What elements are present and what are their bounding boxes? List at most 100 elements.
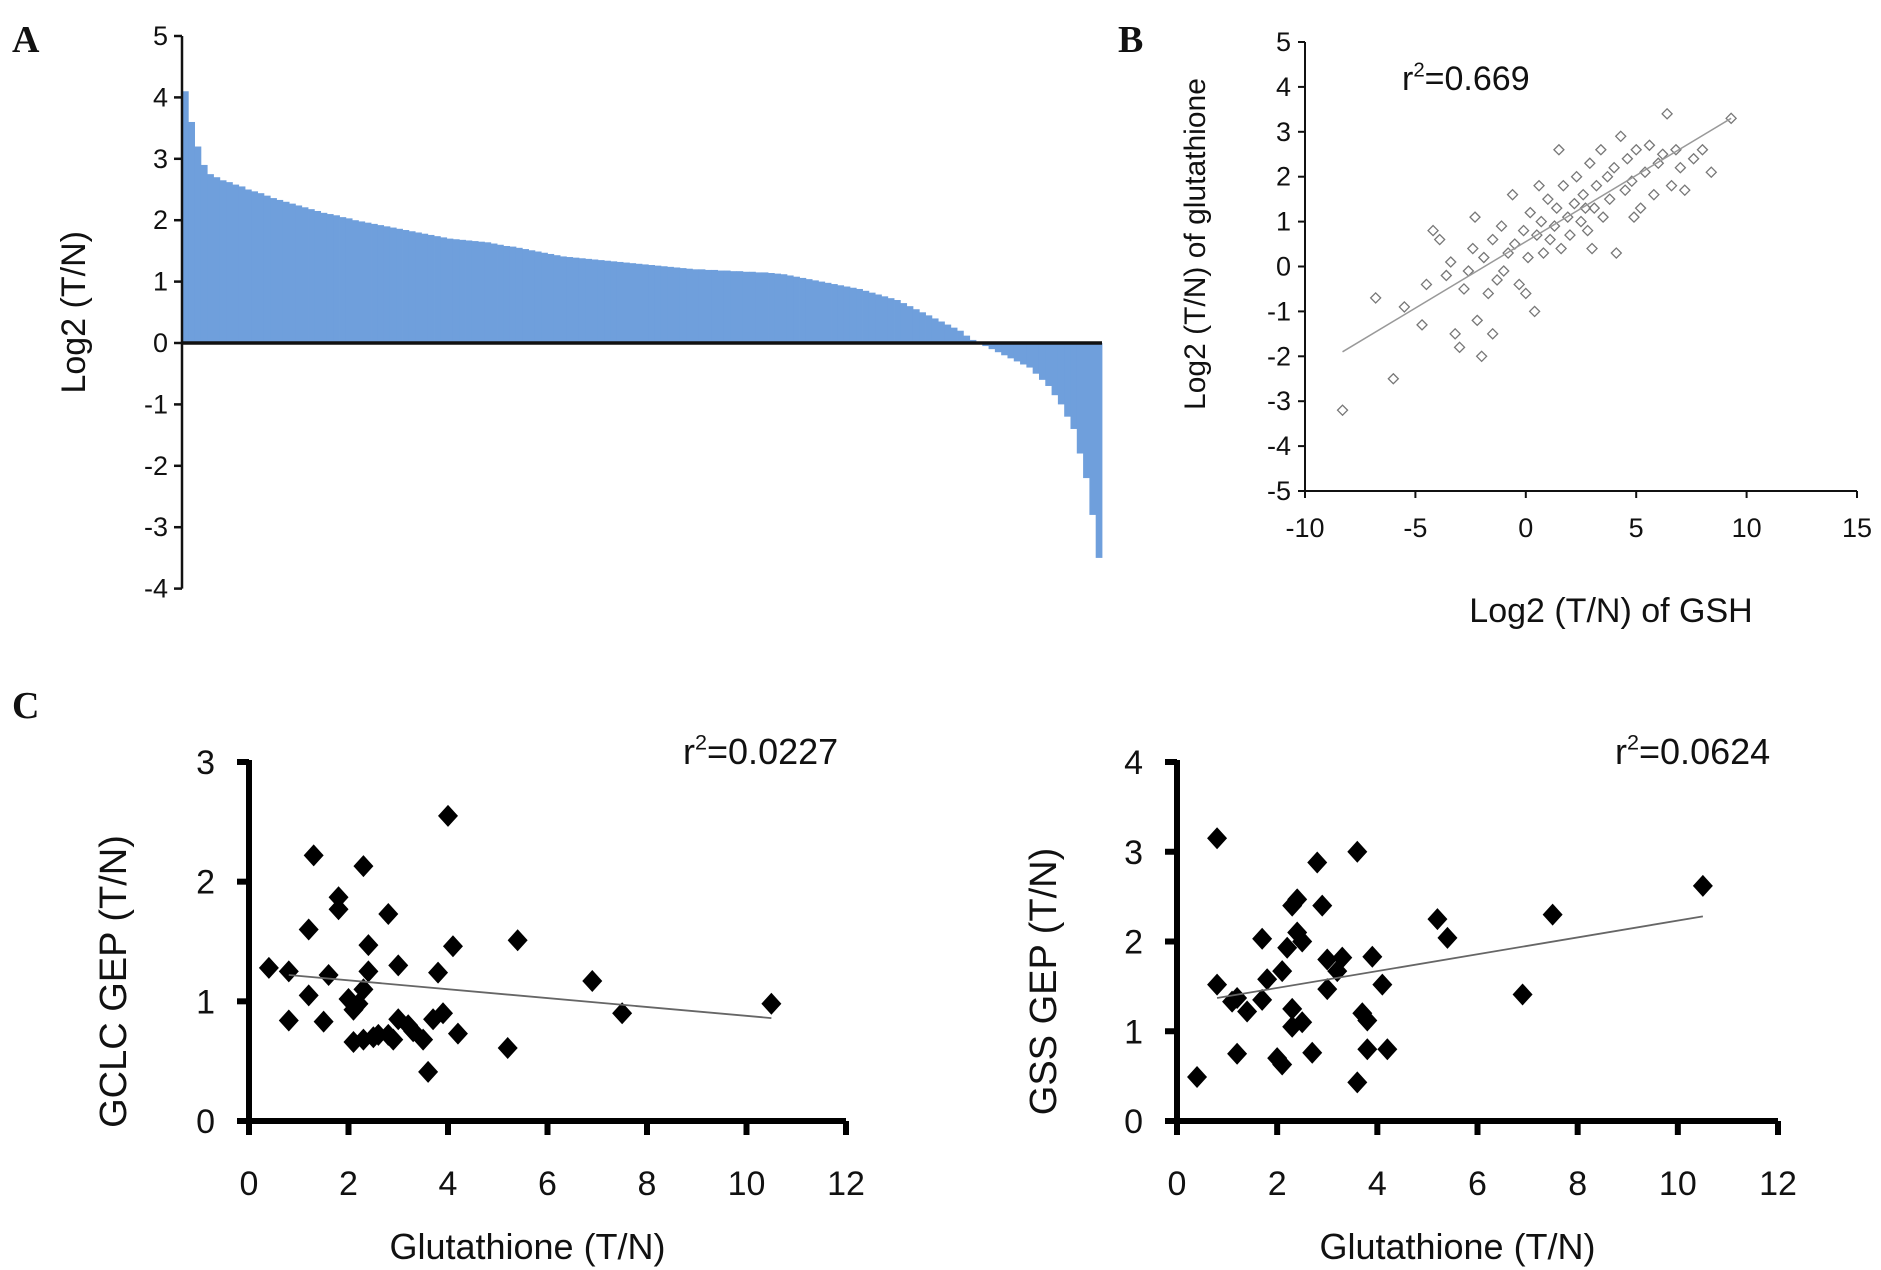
bar — [566, 257, 574, 343]
bar — [642, 264, 649, 343]
data-point — [1377, 1038, 1398, 1061]
y-tick-label: 2 — [196, 864, 215, 902]
data-point — [303, 844, 324, 867]
bar — [541, 252, 548, 343]
y-tick-label: 1 — [1276, 207, 1291, 237]
data-point — [1603, 193, 1616, 206]
data-point — [1257, 968, 1278, 991]
y-tick-label: 1 — [153, 267, 168, 297]
bar — [673, 267, 681, 343]
data-point — [442, 935, 463, 958]
data-point — [1524, 206, 1537, 219]
bar — [1083, 343, 1090, 479]
bar — [894, 300, 901, 343]
y-tick-label: -4 — [144, 574, 168, 604]
data-point — [1332, 946, 1353, 969]
x-tick-label: 12 — [1759, 1165, 1797, 1203]
data-point — [1495, 220, 1508, 233]
y-axis-label: GCLC GEP (T/N) — [93, 835, 135, 1128]
data-point — [258, 956, 279, 979]
data-point — [1497, 265, 1510, 277]
bar — [793, 276, 800, 343]
bar — [761, 272, 769, 343]
data-point — [1416, 318, 1428, 331]
chart-a-bar: 5 4 3 2 1 0 -1 -2 -3 -4 Log2 (T/N) — [55, 21, 1103, 604]
data-point — [1347, 840, 1368, 863]
bar — [497, 244, 504, 343]
data-point — [1519, 287, 1532, 300]
x-tick-label: 8 — [638, 1165, 657, 1203]
data-point — [1634, 202, 1647, 215]
bar — [515, 247, 523, 343]
bar — [591, 259, 599, 343]
data-point — [1581, 224, 1594, 237]
bar — [786, 275, 794, 343]
bar — [1051, 343, 1059, 396]
bar — [415, 232, 422, 343]
data-point — [1466, 242, 1479, 255]
data-point — [1292, 1011, 1313, 1034]
bar — [333, 215, 340, 343]
data-point — [1583, 157, 1596, 170]
x-tick-label: 6 — [1468, 1165, 1487, 1203]
bar — [440, 237, 448, 343]
bar — [207, 174, 214, 343]
data-point — [278, 960, 299, 983]
data-point — [328, 898, 349, 921]
data-point — [328, 886, 349, 909]
data-point — [318, 964, 339, 987]
data-point — [1597, 211, 1609, 224]
data-point — [1272, 960, 1293, 983]
y-tick-label: 3 — [153, 144, 168, 174]
bar — [616, 261, 624, 343]
y-tick-label: 0 — [196, 1103, 215, 1141]
data-point — [1475, 350, 1488, 363]
bar — [843, 286, 851, 343]
y-tick-label: 4 — [1276, 72, 1291, 102]
data-point — [1544, 233, 1557, 246]
bar — [471, 241, 479, 343]
bar — [755, 272, 763, 343]
r-squared-annotation: r2=0.669 — [1402, 59, 1530, 98]
data-point — [1590, 179, 1603, 192]
x-tick-label: 10 — [728, 1165, 766, 1203]
bar — [396, 228, 403, 343]
data-point — [1537, 247, 1550, 259]
data-point — [358, 960, 379, 983]
x-tick-label: 15 — [1842, 513, 1872, 543]
bar — [679, 268, 687, 343]
x-tick-label: 6 — [538, 1165, 557, 1203]
data-point — [1486, 233, 1499, 246]
data-point — [1187, 1066, 1208, 1089]
data-point — [1528, 305, 1541, 318]
bar — [282, 201, 290, 343]
bar — [849, 287, 857, 343]
data-point — [313, 1010, 334, 1033]
data-point — [1444, 256, 1457, 268]
x-tick-label: 10 — [1659, 1165, 1697, 1203]
data-point — [1517, 224, 1530, 237]
bar — [597, 260, 605, 343]
data-point — [1307, 851, 1328, 874]
data-point — [298, 984, 319, 1007]
x-tick-label: -5 — [1403, 513, 1427, 543]
data-point — [1594, 143, 1607, 156]
data-point — [1207, 827, 1228, 850]
y-tick-label: 5 — [153, 21, 168, 51]
data-point — [1502, 247, 1515, 259]
data-point — [1555, 242, 1568, 255]
bar — [1032, 343, 1040, 374]
bar — [534, 251, 542, 343]
data-point — [1433, 233, 1446, 246]
bar — [774, 273, 782, 343]
data-point — [1282, 997, 1303, 1020]
bar — [194, 146, 202, 343]
y-axis-label: GSS GEP (T/N) — [1023, 848, 1065, 1115]
data-point — [1561, 211, 1574, 224]
bar — [219, 180, 227, 343]
data-point — [1317, 948, 1338, 971]
data-point — [1696, 143, 1709, 156]
data-point — [358, 934, 379, 957]
bar — [944, 324, 952, 343]
data-point — [1548, 220, 1561, 233]
